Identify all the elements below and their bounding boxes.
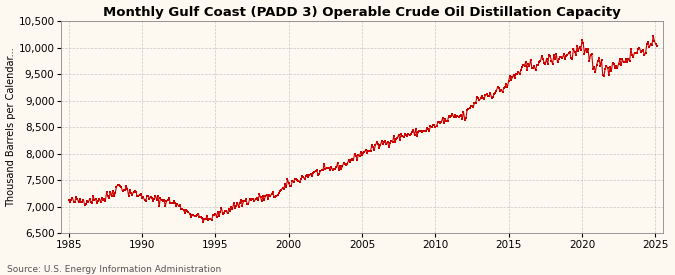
Text: Source: U.S. Energy Information Administration: Source: U.S. Energy Information Administ… xyxy=(7,265,221,274)
Title: Monthly Gulf Coast (PADD 3) Operable Crude Oil Distillation Capacity: Monthly Gulf Coast (PADD 3) Operable Cru… xyxy=(103,6,621,18)
Y-axis label: Thousand Barrels per Calendar...: Thousand Barrels per Calendar... xyxy=(5,47,16,207)
